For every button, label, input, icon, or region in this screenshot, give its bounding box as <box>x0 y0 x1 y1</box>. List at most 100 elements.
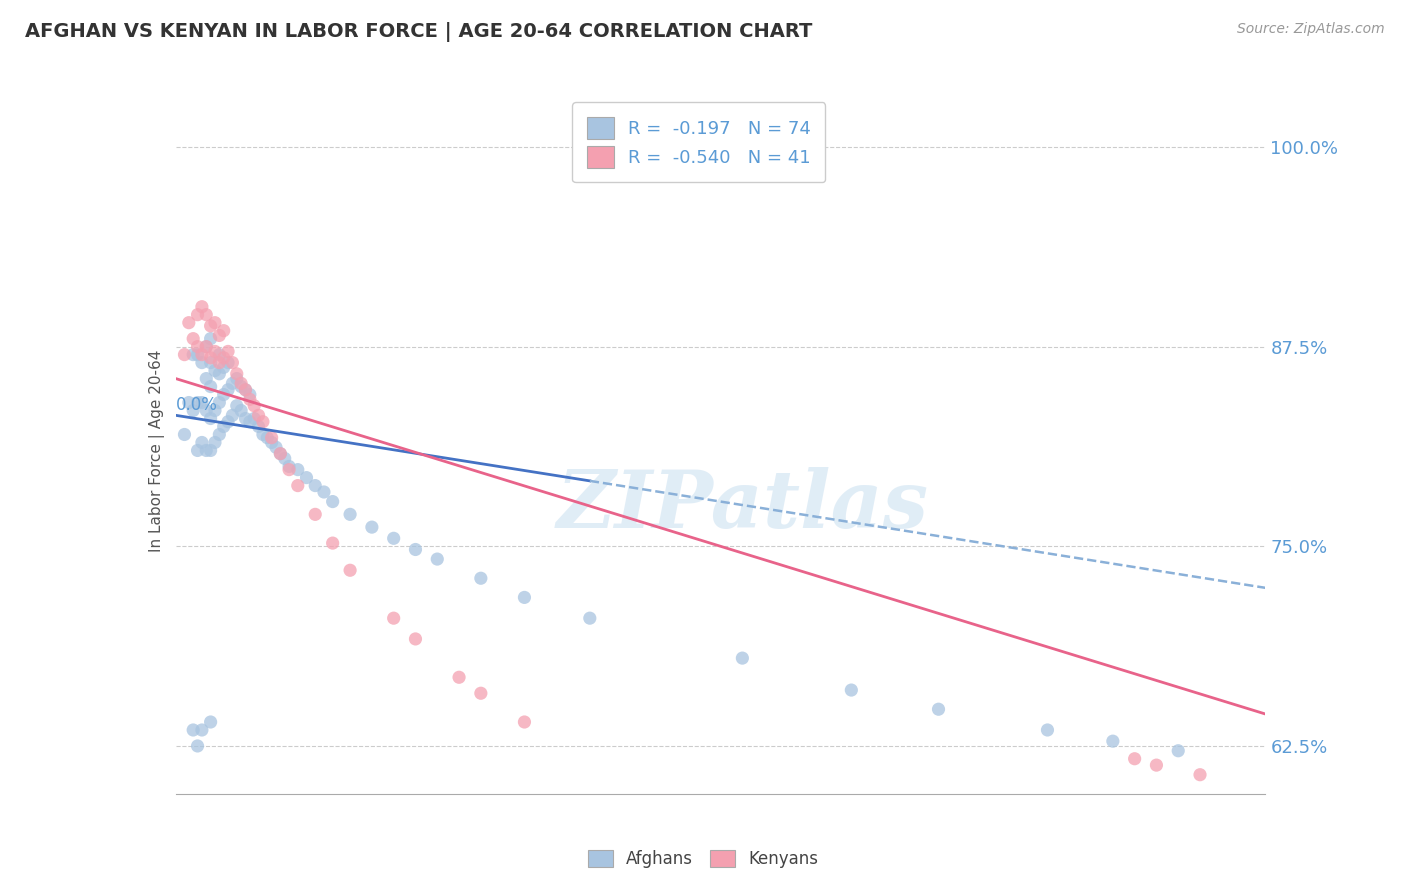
Point <box>200 318 222 333</box>
Point <box>841 683 863 698</box>
Point <box>200 379 222 393</box>
Point <box>217 356 239 370</box>
Point <box>204 316 226 330</box>
Y-axis label: In Labor Force | Age 20-64: In Labor Force | Age 20-64 <box>149 350 165 551</box>
Point <box>235 383 257 397</box>
Point <box>239 387 262 401</box>
Legend: R =  -0.197   N = 74, R =  -0.540   N = 41: R = -0.197 N = 74, R = -0.540 N = 41 <box>572 103 825 183</box>
Point <box>1123 752 1146 766</box>
Point <box>177 395 200 409</box>
Point <box>513 591 536 605</box>
Point <box>195 308 218 322</box>
Point <box>181 332 204 346</box>
Point <box>221 376 243 391</box>
Text: Source: ZipAtlas.com: Source: ZipAtlas.com <box>1237 22 1385 37</box>
Point <box>204 344 226 359</box>
Point <box>256 431 278 445</box>
Point <box>191 300 214 314</box>
Point <box>200 356 222 370</box>
Point <box>287 478 309 492</box>
Point <box>235 383 257 397</box>
Point <box>177 316 200 330</box>
Point <box>231 403 253 417</box>
Point <box>186 443 209 458</box>
Point <box>260 435 283 450</box>
Point <box>208 427 231 442</box>
Point <box>181 723 204 737</box>
Point <box>231 376 253 391</box>
Point <box>1167 744 1189 758</box>
Point <box>247 419 270 434</box>
Point <box>278 462 301 476</box>
Point <box>173 348 195 362</box>
Point <box>405 542 427 557</box>
Point <box>208 367 231 381</box>
Point <box>295 470 318 484</box>
Point <box>200 411 222 425</box>
Point <box>195 340 218 354</box>
Point <box>1189 768 1212 782</box>
Point <box>217 383 239 397</box>
Point <box>208 395 231 409</box>
Point <box>1102 734 1125 748</box>
Text: AFGHAN VS KENYAN IN LABOR FORCE | AGE 20-64 CORRELATION CHART: AFGHAN VS KENYAN IN LABOR FORCE | AGE 20… <box>25 22 813 42</box>
Point <box>1036 723 1059 737</box>
Point <box>269 447 291 461</box>
Point <box>186 395 209 409</box>
Point <box>191 356 214 370</box>
Point <box>252 427 274 442</box>
Point <box>217 415 239 429</box>
Point <box>731 651 754 665</box>
Point <box>231 379 253 393</box>
Point <box>173 427 195 442</box>
Point <box>195 443 218 458</box>
Point <box>264 440 287 454</box>
Point <box>195 403 218 417</box>
Point <box>1144 758 1167 772</box>
Point <box>269 447 291 461</box>
Point <box>274 451 297 466</box>
Point <box>204 363 226 377</box>
Point <box>191 435 214 450</box>
Point <box>186 739 209 753</box>
Point <box>235 411 257 425</box>
Point <box>513 714 536 729</box>
Point <box>200 332 222 346</box>
Point <box>200 443 222 458</box>
Point <box>322 494 344 508</box>
Point <box>247 409 270 423</box>
Point <box>200 351 222 365</box>
Point <box>191 395 214 409</box>
Point <box>287 462 309 476</box>
Point <box>208 348 231 362</box>
Point <box>360 520 382 534</box>
Point <box>221 409 243 423</box>
Point <box>322 536 344 550</box>
Point <box>928 702 950 716</box>
Text: ZIPatlas: ZIPatlas <box>557 467 928 544</box>
Point <box>225 399 247 413</box>
Point <box>312 485 335 500</box>
Point <box>447 670 470 684</box>
Point <box>212 324 235 338</box>
Point <box>252 415 274 429</box>
Point <box>191 348 214 362</box>
Point <box>208 328 231 343</box>
Point <box>382 531 405 545</box>
Point <box>195 371 218 385</box>
Point <box>212 387 235 401</box>
Point <box>243 411 266 425</box>
Point <box>339 508 361 522</box>
Point <box>181 403 204 417</box>
Point <box>470 571 492 585</box>
Text: 0.0%: 0.0% <box>176 395 218 414</box>
Point <box>243 399 266 413</box>
Point <box>204 403 226 417</box>
Point <box>304 478 326 492</box>
Point <box>181 348 204 362</box>
Point <box>221 356 243 370</box>
Point <box>278 459 301 474</box>
Point <box>382 611 405 625</box>
Point <box>304 508 326 522</box>
Point <box>225 367 247 381</box>
